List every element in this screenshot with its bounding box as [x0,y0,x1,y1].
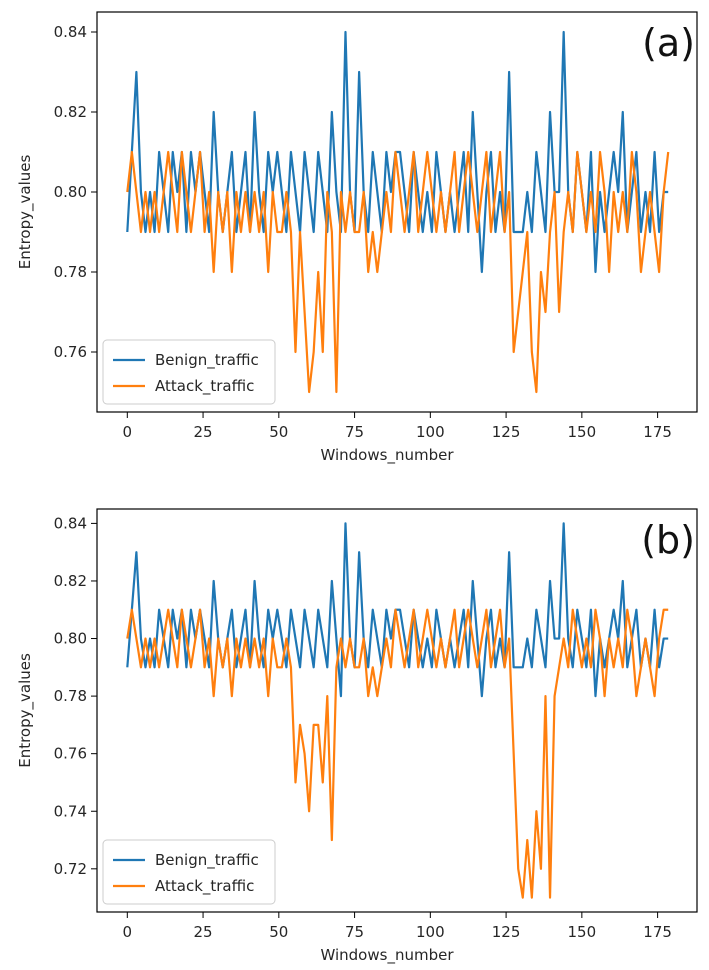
series-line-benign-traffic [126,522,669,698]
series-line-attack-traffic [126,150,670,394]
y-tick-label: 0.82 [54,572,87,590]
series-line-benign-traffic [126,30,669,274]
y-tick-label: 0.74 [54,802,87,820]
panel-b: 0 25 50 75 100 125 150 175 0.72 0.74 0.76 0.78 0.80 0… [16,508,698,965]
y-tick-label: 0.80 [54,630,87,648]
x-tick-label: 75 [345,923,364,941]
legend-label: Benign_traffic [155,851,259,870]
legend-label: Attack_traffic [155,377,254,396]
panel-a: 0 25 50 75 100 125 150 175 0.76 0.78 0.80 0.82 0.84 W… [16,11,698,465]
y-tick-label: 0.78 [54,687,87,705]
y-axis-label: Entropy_values [16,155,35,270]
panel-label: (b) [641,518,695,562]
y-axis-label: Entropy_values [16,653,35,768]
legend-label: Benign_traffic [155,351,259,370]
plot-frame [96,508,698,913]
y-tick-label: 0.80 [54,183,87,201]
y-tick-label: 0.78 [54,263,87,281]
x-tick-label: 150 [568,923,597,941]
x-tick-label: 50 [269,423,288,441]
x-axis-label: Windows_number [320,446,454,465]
y-tick-label: 0.76 [54,745,87,763]
x-tick-label: 175 [643,923,672,941]
x-tick-label: 0 [123,923,133,941]
legend-label: Attack_traffic [155,877,254,896]
x-tick-label: 125 [492,423,521,441]
x-tick-label: 50 [269,923,288,941]
y-tick-label: 0.84 [54,514,87,532]
x-tick-label: 100 [416,423,445,441]
y-tick-label: 0.84 [54,23,87,41]
x-tick-label: 150 [568,423,597,441]
x-tick-label: 25 [194,423,213,441]
x-tick-label: 100 [416,923,445,941]
x-tick-label: 125 [492,923,521,941]
x-tick-label: 175 [643,423,672,441]
y-tick-label: 0.82 [54,103,87,121]
y-tick-label: 0.76 [54,343,87,361]
plot-frame [96,11,698,413]
y-tick-label: 0.72 [54,860,87,878]
x-axis-label: Windows_number [320,946,454,965]
panel-label: (a) [642,21,695,65]
x-tick-label: 75 [345,423,364,441]
series-line-attack-traffic [126,608,669,899]
legend-box [102,839,276,905]
x-tick-label: 25 [194,923,213,941]
x-tick-label: 0 [123,423,133,441]
legend-box [102,339,276,405]
